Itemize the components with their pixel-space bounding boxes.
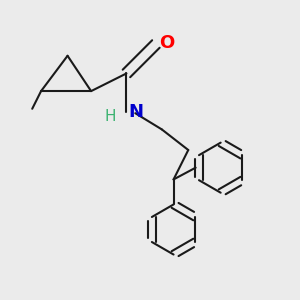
Text: N: N bbox=[128, 103, 143, 121]
Text: O: O bbox=[159, 34, 174, 52]
Text: H: H bbox=[104, 109, 116, 124]
